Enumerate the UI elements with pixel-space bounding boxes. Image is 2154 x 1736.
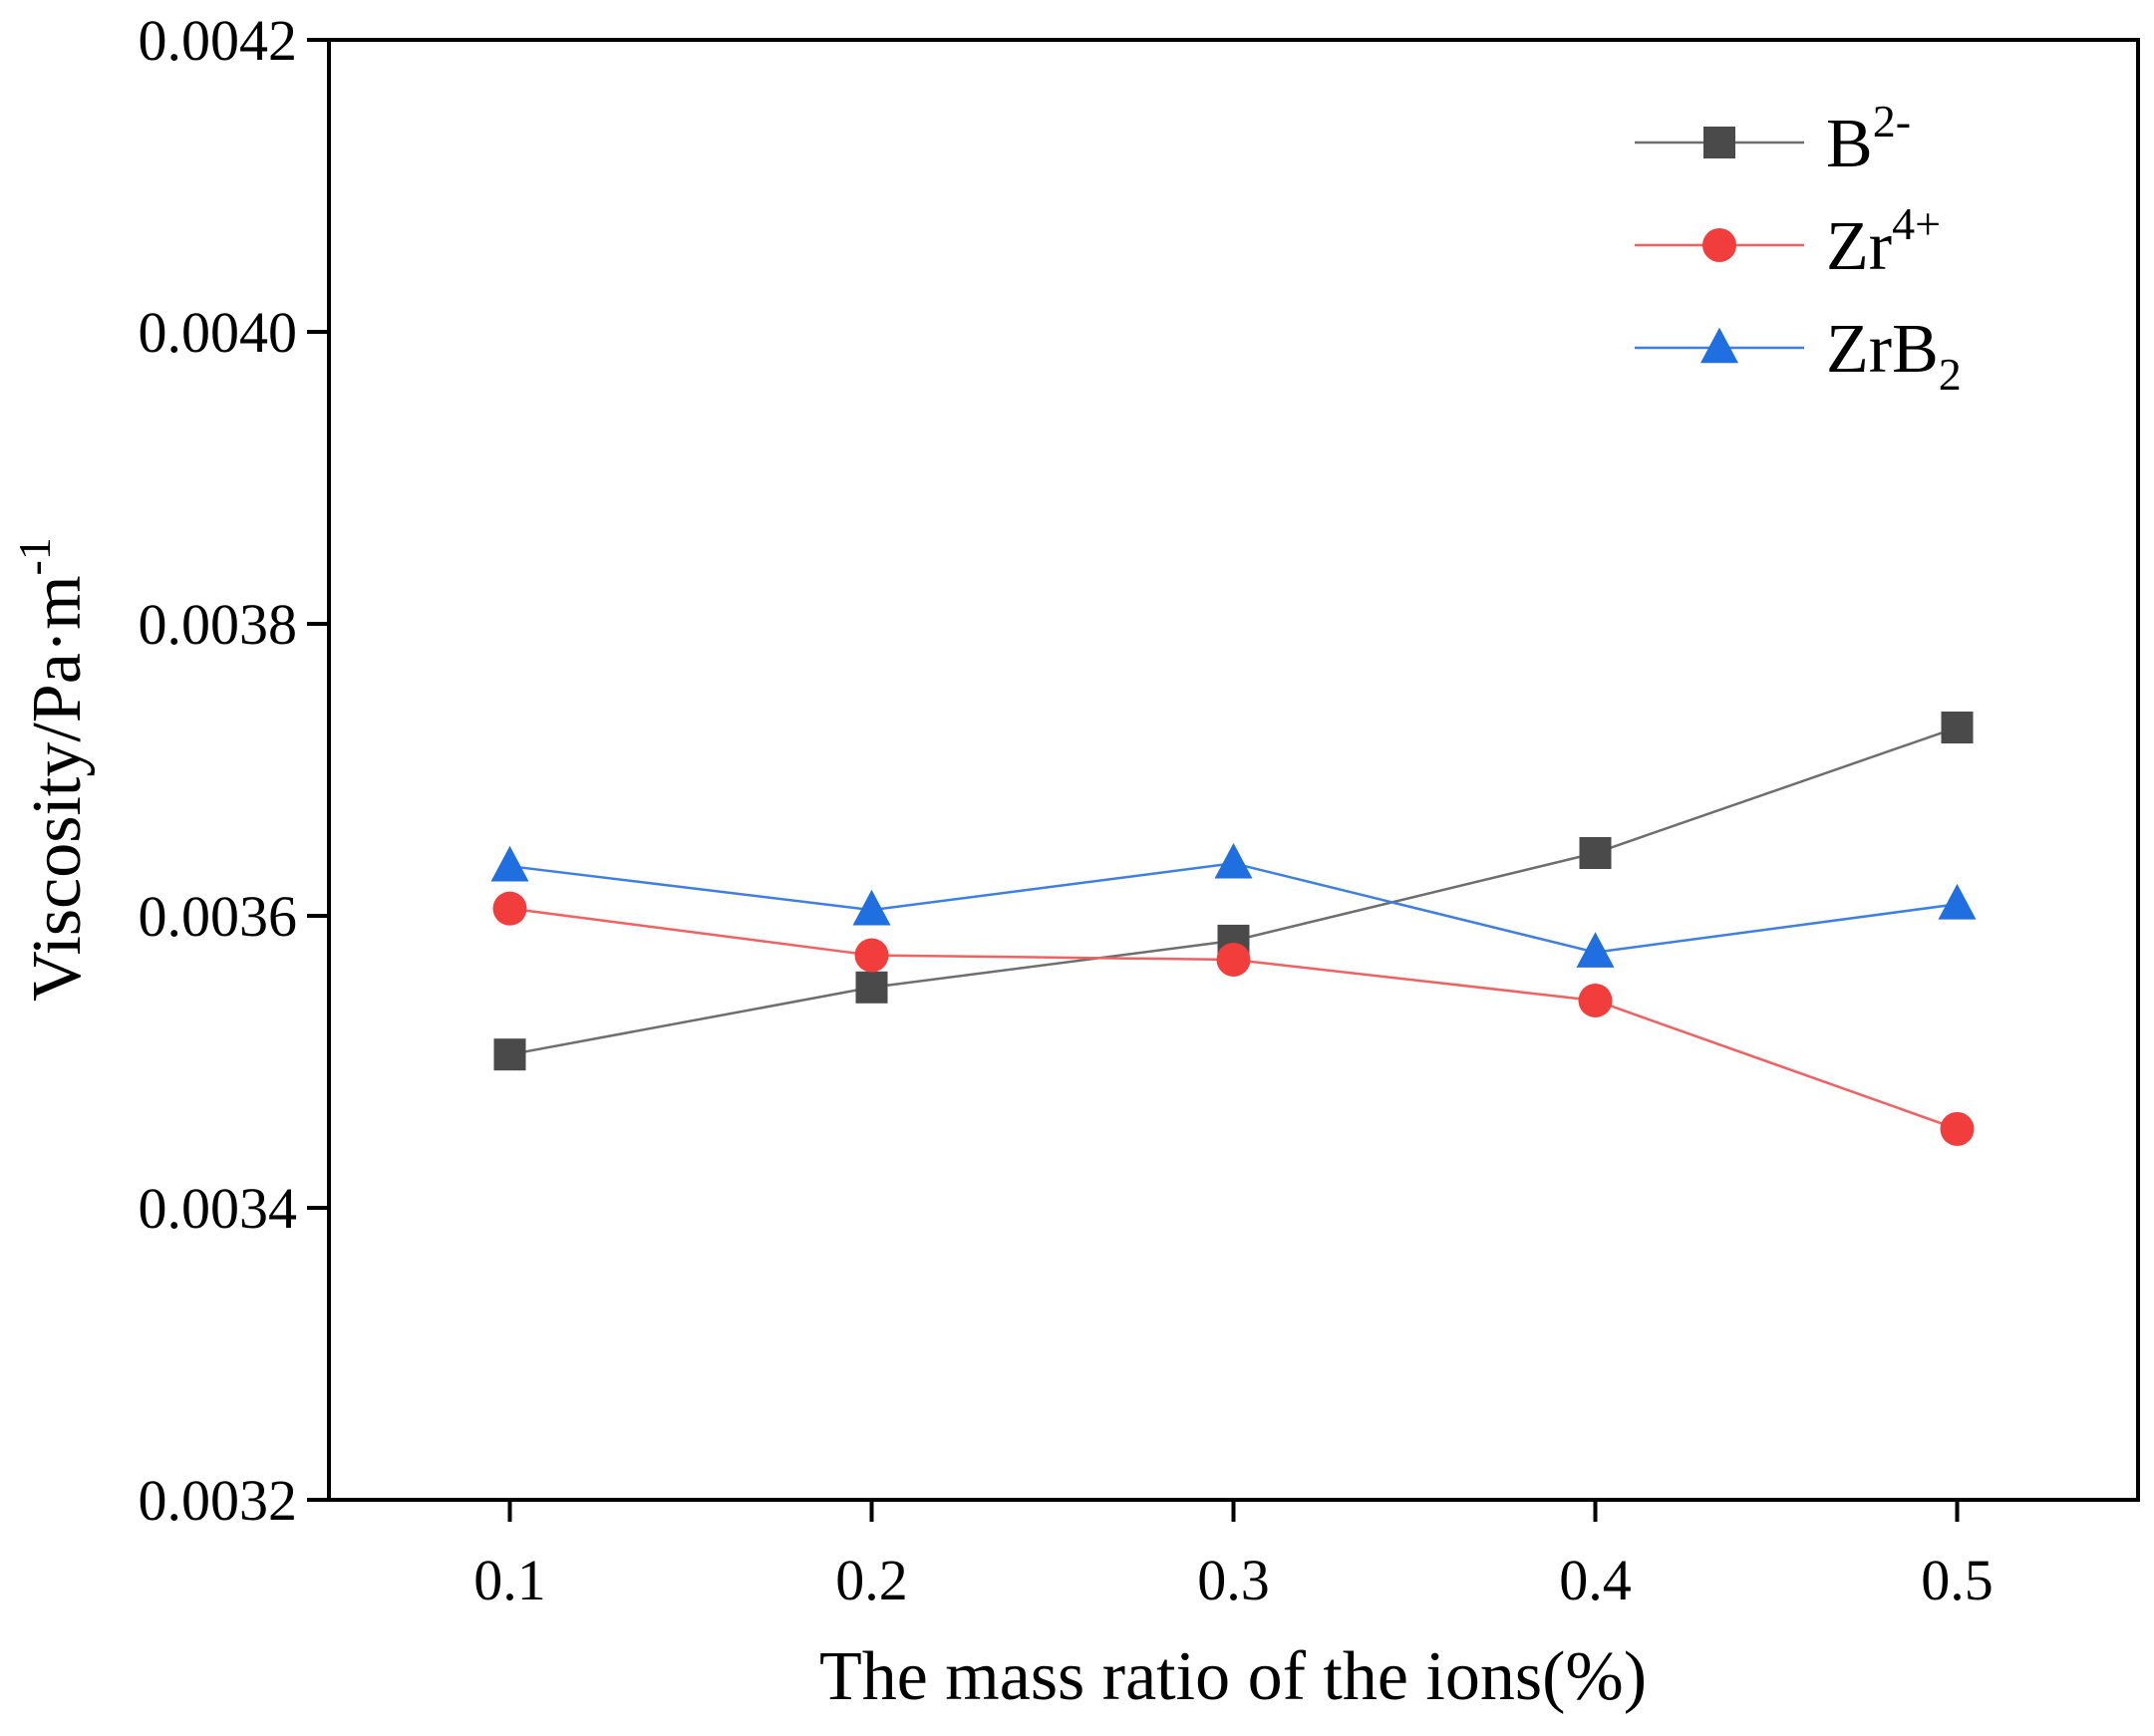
legend-label-main: ZrB [1826,311,1939,388]
legend-label-sup: 2- [1873,96,1911,146]
legend-label: ZrB2 [1826,311,1962,400]
legend-label: B2- [1826,96,1911,182]
data-point [855,971,888,1004]
data-point [492,891,527,926]
x-tick-label: 0.1 [473,1548,546,1612]
legend-item: Zr4+ [1635,198,1941,285]
x-axis-title: The mass ratio of the ions(%) [819,1638,1647,1715]
legend-label-main: B [1826,106,1873,182]
y-axis-title-main: Viscosity/Pa·m [19,575,96,1001]
data-point [1938,883,1977,920]
legend-label: Zr4+ [1826,198,1941,285]
data-point [1941,712,1974,744]
data-point [1576,932,1615,968]
series-2 [490,842,1977,968]
series-line [509,725,1958,1056]
y-axis-title-sup: -1 [9,537,60,575]
series-layer [490,712,1977,1146]
legend-marker [1703,127,1735,158]
legend-item: B2- [1635,96,1911,182]
x-tick-label: 0.5 [1921,1548,1994,1612]
data-point [1940,1111,1975,1146]
series-0 [493,712,1974,1071]
y-tick-label: 0.0040 [139,300,298,365]
legend-label-sub: 2 [1939,349,1962,400]
legend-marker [1702,228,1736,262]
data-point [1578,983,1613,1017]
data-point [493,1038,526,1071]
y-tick-label: 0.0032 [139,1468,298,1533]
x-axis: 0.1 0.2 0.3 0.4 0.5 [473,1500,1994,1612]
legend-label-sup: 4+ [1892,198,1941,249]
legend-marker [1700,327,1738,364]
y-axis: 0.0032 0.0034 0.0036 0.0038 0.0040 0.0042 [139,8,329,1533]
y-tick-label: 0.0038 [139,592,298,657]
data-point [1579,837,1612,870]
legend-item: ZrB2 [1635,311,1962,400]
series-1 [492,891,1975,1146]
y-tick-label: 0.0034 [139,1176,298,1241]
data-point [490,845,529,882]
x-tick-label: 0.3 [1197,1548,1270,1612]
x-tick-label: 0.2 [835,1548,908,1612]
legend: B2-Zr4+ZrB2 [1635,96,1962,400]
data-point [1216,942,1251,977]
data-point [854,938,889,973]
y-tick-label: 0.0036 [139,884,298,949]
y-tick-label: 0.0042 [139,8,298,73]
x-tick-label: 0.4 [1559,1548,1632,1612]
data-point [1214,842,1253,879]
y-axis-title: Viscosity/Pa·m-1 [9,537,96,1002]
legend-label-main: Zr [1826,208,1892,285]
data-point [852,889,891,926]
